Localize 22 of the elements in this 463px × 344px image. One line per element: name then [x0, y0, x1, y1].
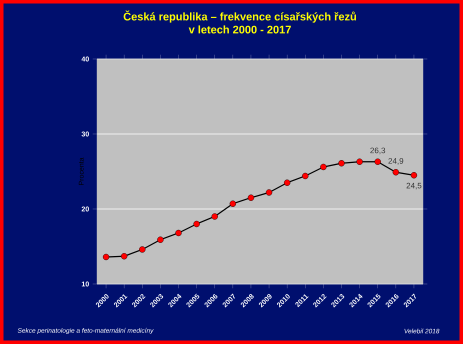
- point: [248, 194, 254, 201]
- point: [157, 236, 164, 243]
- point: [410, 172, 418, 178]
- data-label: 24,9: [388, 158, 404, 165]
- point: [356, 158, 363, 165]
- point: [302, 172, 308, 180]
- point: [212, 213, 218, 220]
- point: [120, 253, 128, 260]
- point: [284, 180, 290, 186]
- data-label: 26,3: [370, 148, 386, 154]
- data-label: 24,5: [406, 182, 422, 190]
- point: [320, 164, 327, 170]
- point: [266, 189, 272, 196]
- point: [139, 246, 146, 253]
- point: [338, 160, 345, 166]
- point: [392, 169, 400, 176]
- point: [230, 200, 236, 207]
- point: [193, 220, 200, 228]
- point: [102, 254, 110, 260]
- chart-title: Česká republika – frekvence císařských řezů v letech 2000 - 2017: [124, 10, 356, 34]
- point: [374, 158, 381, 165]
- point: [175, 230, 182, 236]
